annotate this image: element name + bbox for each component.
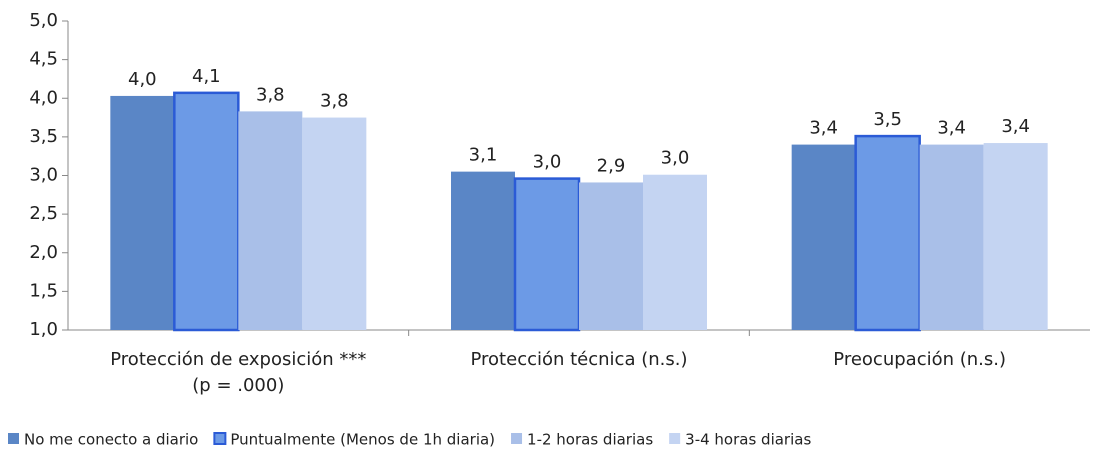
bar: [173, 91, 240, 332]
y-tick-label: 2,5: [29, 203, 58, 224]
y-tick-label: 3,5: [29, 126, 58, 147]
legend-swatch: [511, 433, 523, 444]
y-tick-label: 2,0: [29, 242, 58, 263]
bar: [238, 111, 303, 330]
x-tick-label: Protección técnica (n.s.): [471, 349, 688, 370]
legend-label: 1-2 horas diarias: [527, 431, 653, 449]
bar: [919, 144, 984, 330]
bar: [791, 144, 856, 330]
x-tick-label: Preocupación (n.s.): [833, 349, 1006, 370]
y-tick-label: 4,5: [29, 49, 58, 70]
bar: [451, 171, 515, 330]
value-label: 3,4: [1001, 116, 1030, 137]
legend-label: 3-4 horas diarias: [685, 431, 811, 449]
bar: [854, 134, 921, 332]
value-label: 3,4: [937, 118, 966, 139]
y-tick-label: 4,0: [29, 87, 58, 108]
value-label: 3,5: [873, 109, 902, 130]
y-tick-label: 3,0: [29, 165, 58, 186]
value-label: 3,1: [469, 145, 498, 166]
value-label: 3,8: [320, 91, 349, 112]
legend-swatch: [213, 432, 227, 445]
y-tick-label: 1,5: [29, 280, 58, 301]
x-tick-label: (p = .000): [192, 375, 284, 396]
bar: [643, 174, 707, 330]
value-label: 4,0: [128, 69, 157, 90]
value-label: 3,8: [256, 84, 285, 105]
bar: [579, 182, 643, 330]
legend-label: No me conecto a diario: [24, 431, 198, 449]
legend-swatch: [669, 433, 681, 444]
legend-swatch: [8, 433, 19, 444]
bar: [302, 117, 367, 330]
value-label: 3,4: [809, 118, 838, 139]
value-label: 4,1: [192, 66, 221, 87]
y-tick-label: 1,0: [29, 319, 58, 340]
bar: [110, 95, 175, 331]
value-label: 3,0: [661, 148, 690, 169]
value-label: 2,9: [597, 155, 626, 176]
bar: [983, 143, 1048, 330]
legend-label: Puntualmente (Menos de 1h diaria): [230, 431, 495, 449]
y-tick-label: 5,0: [29, 10, 58, 31]
x-tick-label: Protección de exposición ***: [110, 349, 366, 370]
value-label: 3,0: [533, 152, 562, 173]
bar: [513, 177, 581, 332]
